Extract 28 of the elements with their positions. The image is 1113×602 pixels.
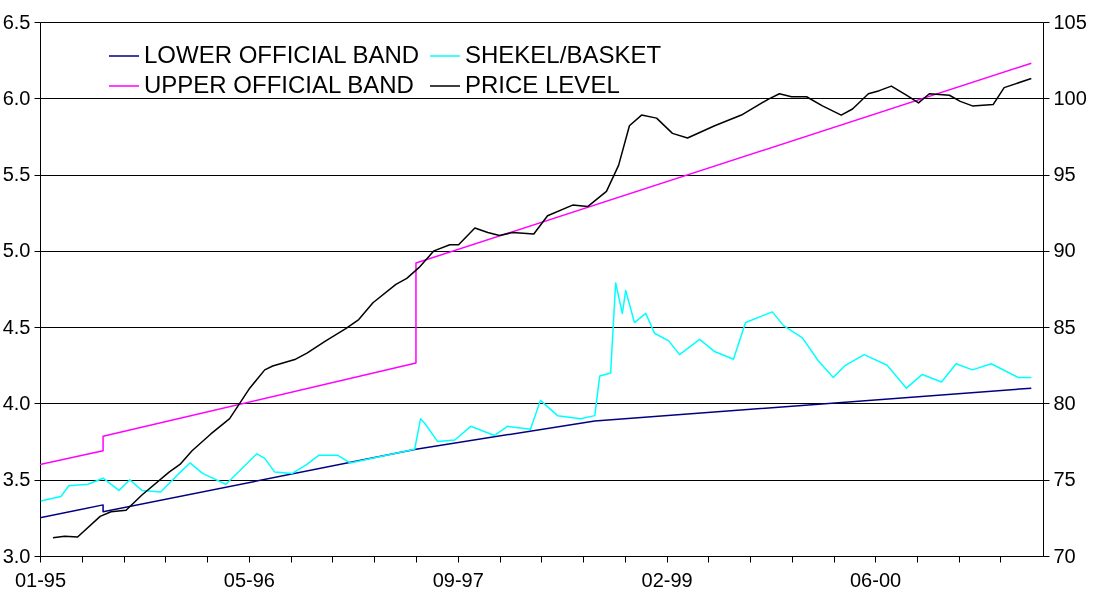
y-tick-label: 6.5 [2, 10, 31, 33]
line-series [40, 387, 1033, 519]
y-tick-label: 6.0 [2, 86, 31, 109]
y-tick-label: 5.0 [2, 239, 31, 262]
legend-label: SHEKEL/BASKET [465, 41, 662, 68]
y-tick-label: 4.0 [2, 391, 31, 414]
y2-tick-label: 85 [1053, 315, 1076, 338]
y-tick-label: 3.0 [2, 544, 31, 567]
y2-tick-label: 75 [1053, 468, 1076, 491]
y2-tick-label: 90 [1053, 239, 1076, 262]
x-tick-label: 01-95 [14, 568, 67, 591]
y-tick-label: 4.5 [2, 315, 31, 338]
x-tick-label: 02-99 [641, 568, 693, 591]
y2-tick-label: 80 [1053, 391, 1076, 414]
legend-label: UPPER OFFICIAL BAND [144, 71, 414, 98]
y2-tick-label: 105 [1053, 10, 1087, 33]
y-tick-label: 5.5 [2, 163, 31, 186]
x-tick-label: 05-96 [223, 568, 275, 591]
line-series [40, 282, 1033, 502]
y2-tick-label: 70 [1053, 544, 1076, 567]
x-tick-label: 06-00 [849, 568, 902, 591]
legend-label: PRICE LEVEL [465, 71, 620, 98]
y2-tick-label: 95 [1053, 163, 1076, 186]
y2-tick-label: 100 [1053, 86, 1087, 109]
legend-label: LOWER OFFICIAL BAND [144, 41, 420, 68]
line-series [40, 62, 1033, 466]
x-tick-label: 09-97 [432, 568, 484, 591]
y-tick-label: 3.5 [2, 468, 31, 491]
